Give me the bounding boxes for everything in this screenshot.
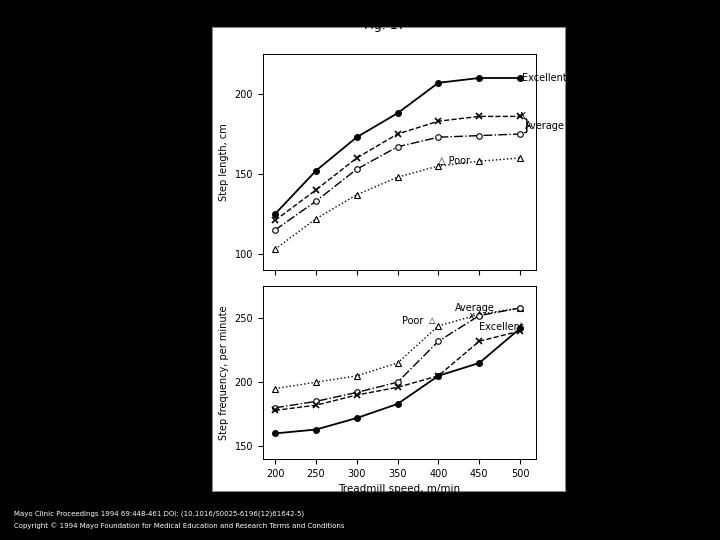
X-axis label: Treadmill speed, m/min: Treadmill speed, m/min	[338, 484, 461, 494]
Text: Average: Average	[525, 121, 565, 131]
Y-axis label: Step frequency, per minute: Step frequency, per minute	[219, 305, 229, 440]
Y-axis label: Step length, cm: Step length, cm	[219, 123, 229, 201]
Text: △ Poor: △ Poor	[438, 156, 470, 166]
Text: Copyright © 1994 Mayo Foundation for Medical Education and Research Terms and Co: Copyright © 1994 Mayo Foundation for Med…	[14, 523, 345, 529]
Text: △: △	[428, 316, 435, 325]
Text: Poor: Poor	[402, 316, 423, 326]
Text: x: x	[468, 310, 474, 321]
Text: x: x	[519, 110, 525, 120]
Text: }: }	[521, 118, 531, 133]
Text: Fig. 17: Fig. 17	[364, 19, 406, 32]
Text: Mayo Clinic Proceedings 1994 69:448-461 DOI: (10.1016/S0025-6196(12)61642-5): Mayo Clinic Proceedings 1994 69:448-461 …	[14, 510, 305, 517]
Text: Excellent: Excellent	[480, 322, 524, 332]
Text: Average: Average	[455, 303, 495, 313]
Text: Excellent: Excellent	[522, 73, 567, 83]
